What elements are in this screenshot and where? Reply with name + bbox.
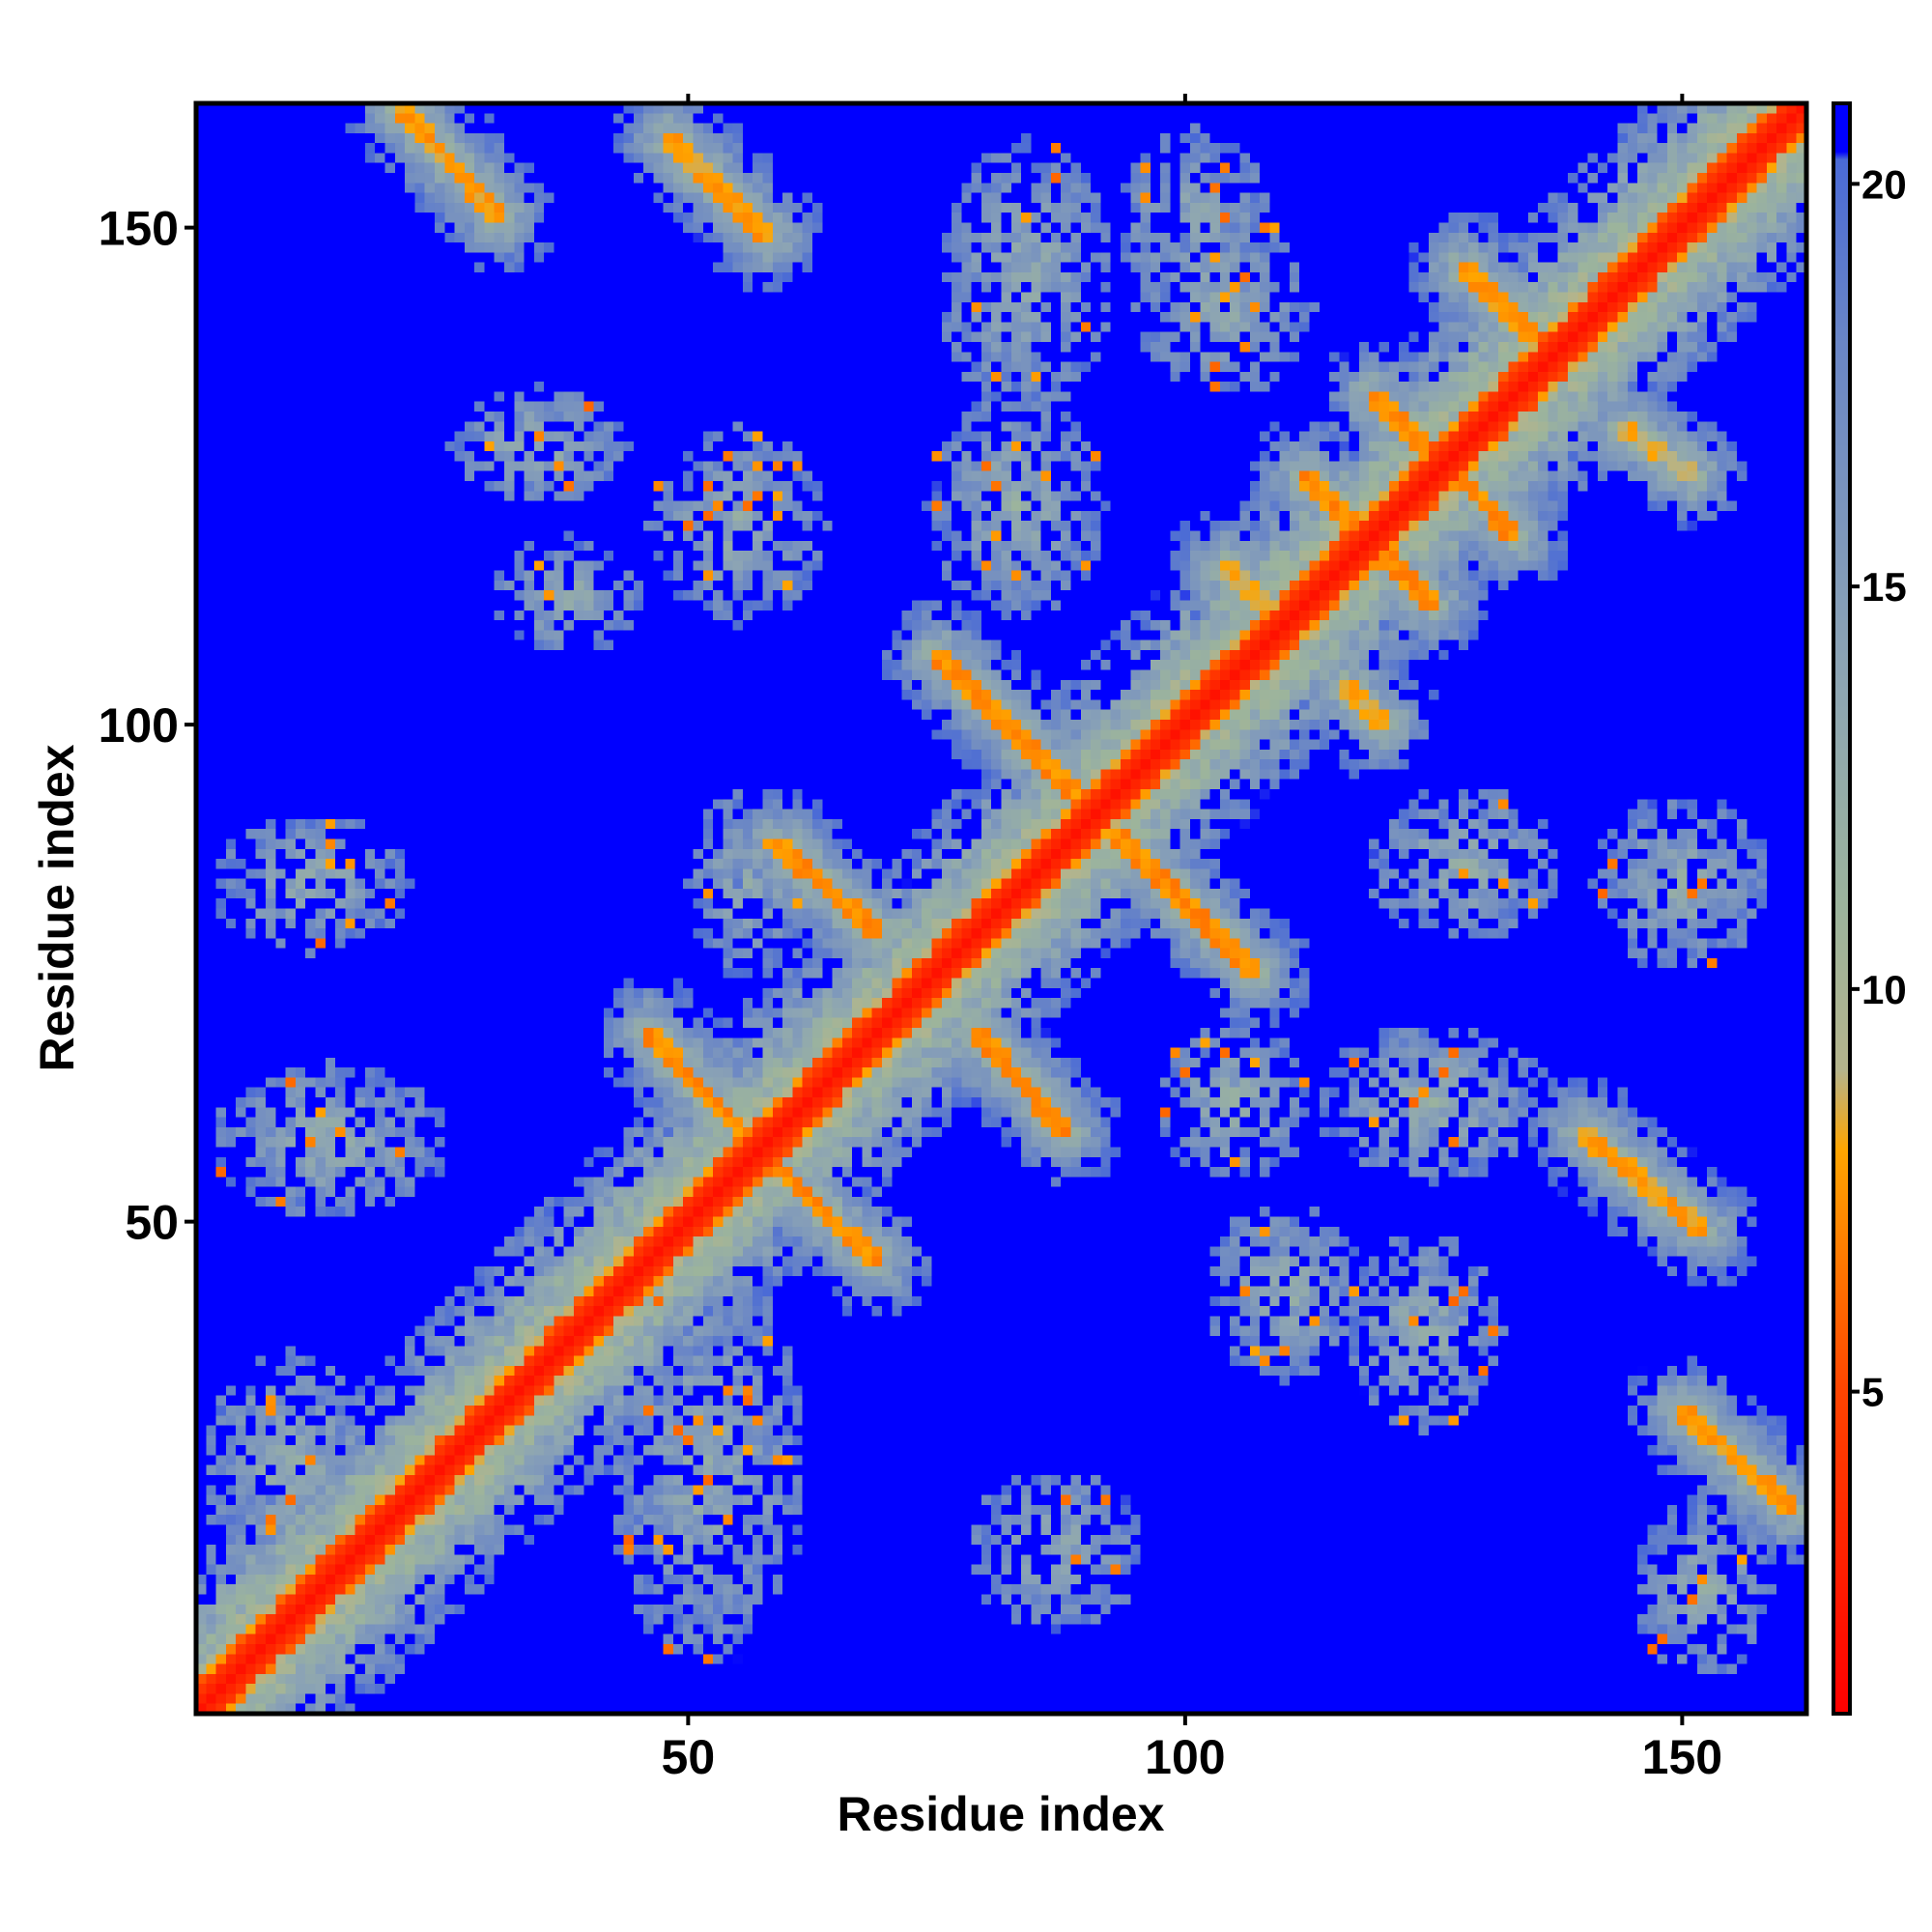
colorbar-axis: 5 10 15 20 bbox=[1850, 161, 1907, 1415]
colorbar-frame bbox=[1832, 101, 1852, 1716]
heatmap-cells bbox=[196, 103, 1806, 1714]
y-axis-title: Residue index bbox=[30, 744, 84, 1071]
heatmap-area bbox=[196, 103, 1806, 1714]
x-axis: 50 100 150 bbox=[662, 94, 1722, 1784]
y-tick-label: 100 bbox=[99, 698, 179, 753]
x-tick-label: 50 bbox=[662, 1730, 716, 1784]
colorbar-tick-label: 15 bbox=[1861, 564, 1907, 610]
x-tick-label: 150 bbox=[1642, 1730, 1722, 1784]
colorbar bbox=[1833, 103, 1850, 1714]
colorbar-tick-label: 20 bbox=[1861, 161, 1907, 207]
y-tick-label: 150 bbox=[99, 202, 179, 256]
y-axis: 50 100 150 bbox=[99, 202, 196, 1250]
y-tick-label: 50 bbox=[125, 1196, 179, 1250]
x-axis-title: Residue index bbox=[838, 1787, 1165, 1841]
x-tick-label: 100 bbox=[1145, 1730, 1225, 1784]
colorbar-tick-label: 10 bbox=[1861, 967, 1907, 1012]
colorbar-tick-label: 5 bbox=[1861, 1370, 1884, 1415]
plot-frame bbox=[193, 100, 1809, 1717]
